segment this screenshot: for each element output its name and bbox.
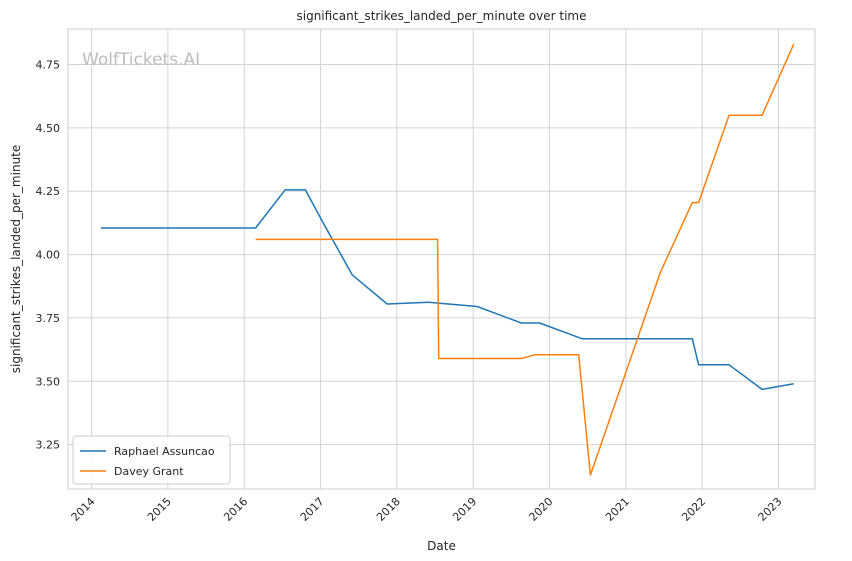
x-tick-label: 2020 <box>527 495 556 524</box>
x-tick-label: 2022 <box>679 495 708 524</box>
x-tick-label: 2016 <box>221 495 250 524</box>
x-tick-label: 2014 <box>69 495 98 524</box>
series-line-davey-grant <box>255 43 795 476</box>
x-axis-label: Date <box>427 539 456 553</box>
legend-box <box>72 435 231 485</box>
x-tick-label: 2021 <box>603 495 632 524</box>
x-tick-label: 2023 <box>756 495 785 524</box>
y-tick-label: 4.75 <box>36 58 61 71</box>
watermark-text: WolfTickets.AI <box>82 50 200 70</box>
legend-label-davey-grant: Davey Grant <box>114 465 184 478</box>
legend-label-raphael-assuncao: Raphael Assuncao <box>114 445 215 458</box>
x-tick-label: 2019 <box>450 495 479 524</box>
chart-title: significant_strikes_landed_per_minute ov… <box>296 9 586 23</box>
y-tick-label: 3.75 <box>36 312 61 325</box>
series-layer <box>101 43 795 476</box>
plot-frame <box>67 28 816 490</box>
y-axis-label: significant_strikes_landed_per_minute <box>9 145 23 374</box>
x-tick-label: 2017 <box>298 495 327 524</box>
series-line-raphael-assuncao <box>101 189 794 391</box>
legend: Raphael Assuncao Davey Grant <box>72 435 231 485</box>
y-tick-label: 3.25 <box>36 439 61 452</box>
grid-layer <box>68 29 815 489</box>
x-tick-label: 2018 <box>374 495 403 524</box>
y-tick-label: 3.50 <box>36 375 61 388</box>
y-tick-label: 4.00 <box>36 249 61 262</box>
x-tick-label: 2015 <box>145 495 174 524</box>
y-tick-label: 4.25 <box>36 185 61 198</box>
y-tick-label: 4.50 <box>36 122 61 135</box>
